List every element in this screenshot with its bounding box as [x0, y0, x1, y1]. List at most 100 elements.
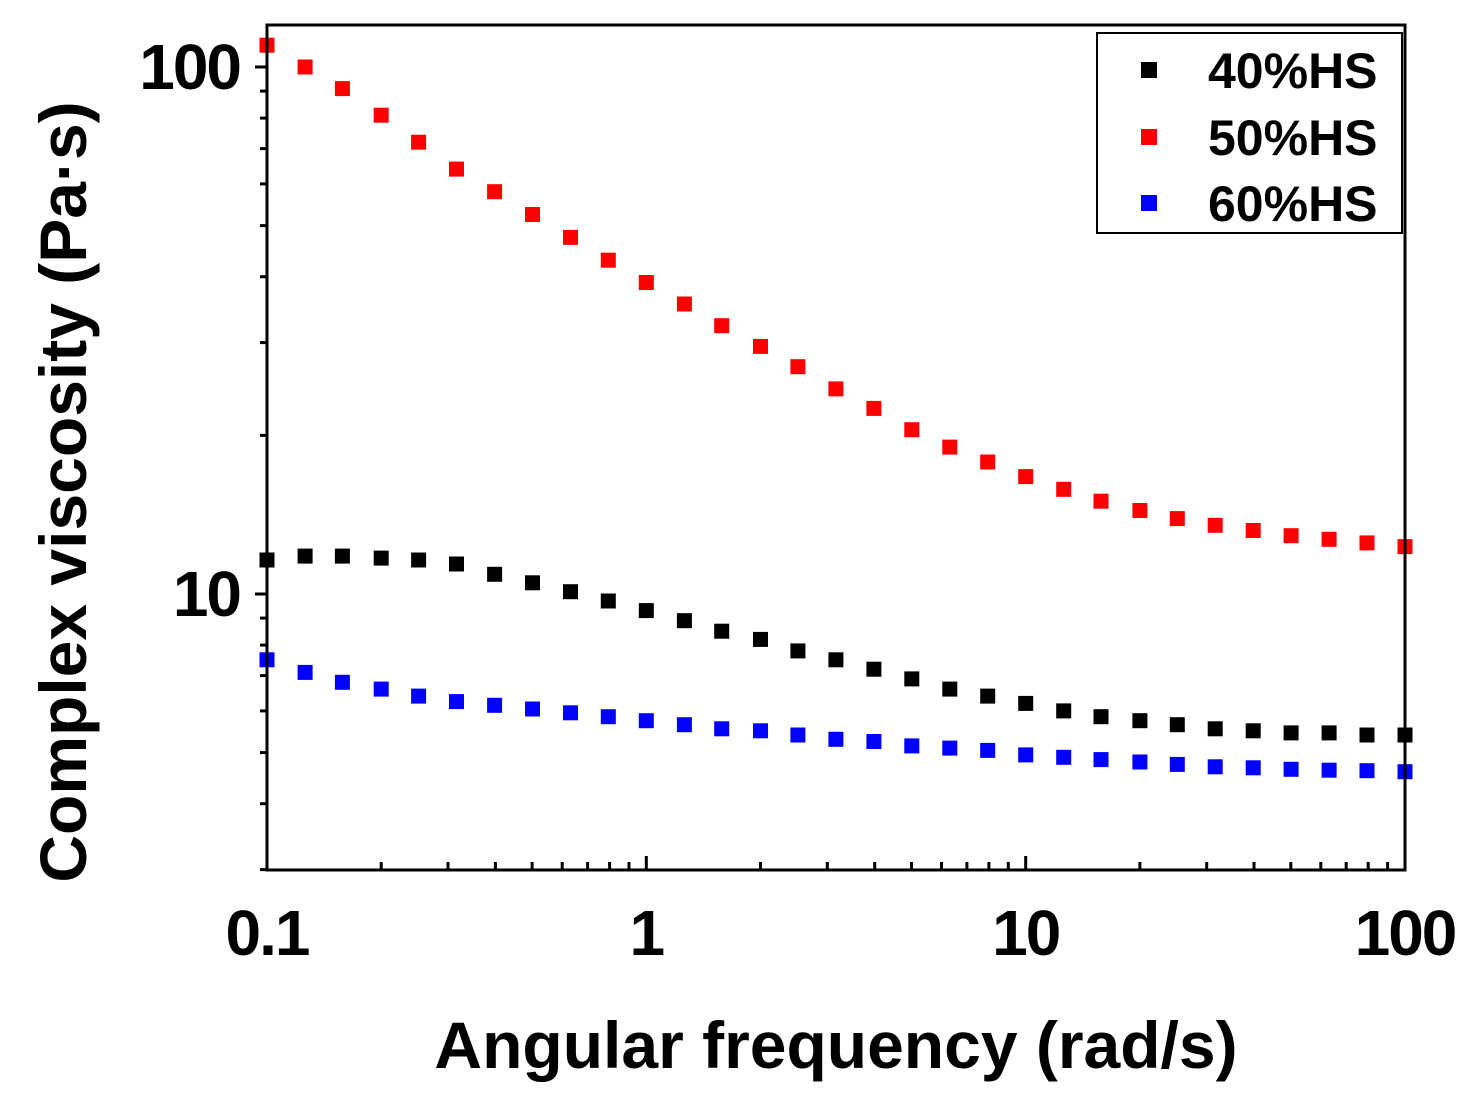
marker-60hs-6 — [487, 697, 503, 713]
marker-40hs-24 — [1169, 717, 1185, 733]
marker-50hs-9 — [600, 252, 616, 268]
marker-60hs-8 — [563, 705, 578, 721]
marker-40hs-19 — [980, 688, 996, 704]
y-axis-tick-labels: 10 100 — [139, 31, 242, 630]
marker-40hs-26 — [1245, 723, 1261, 739]
marker-40hs-4 — [411, 552, 427, 568]
marker-50hs-2 — [334, 81, 350, 97]
marker-60hs-26 — [1245, 760, 1261, 776]
marker-40hs-22 — [1093, 709, 1109, 725]
marker-50hs-18 — [942, 439, 958, 455]
marker-60hs-7 — [525, 701, 540, 717]
marker-40hs-23 — [1132, 713, 1148, 729]
marker-60hs-20 — [1018, 747, 1034, 763]
legend-label-50hs: 50%HS — [1208, 110, 1378, 166]
marker-40hs-15 — [828, 652, 844, 668]
marker-60hs-13 — [753, 723, 768, 739]
marker-40hs-21 — [1056, 703, 1072, 719]
legend-label-40hs: 40%HS — [1208, 43, 1378, 99]
marker-40hs-3 — [373, 550, 389, 566]
marker-60hs-18 — [942, 740, 958, 756]
marker-40hs-5 — [449, 556, 464, 572]
marker-50hs-4 — [411, 134, 427, 150]
marker-50hs-1 — [297, 59, 313, 75]
marker-50hs-8 — [563, 229, 578, 245]
marker-40hs-16 — [866, 661, 882, 677]
marker-40hs-12 — [714, 623, 730, 639]
marker-40hs-25 — [1207, 721, 1223, 737]
marker-40hs-11 — [676, 613, 692, 629]
marker-40hs-17 — [904, 671, 920, 687]
marker-50hs-23 — [1132, 503, 1148, 518]
marker-50hs-7 — [525, 207, 540, 222]
marker-50hs-27 — [1283, 528, 1299, 544]
x-tick-label-0: 0.1 — [226, 897, 309, 969]
plot-frame — [265, 23, 1407, 872]
marker-60hs-23 — [1132, 754, 1148, 770]
marker-50hs-26 — [1245, 523, 1261, 538]
marker-40hs-2 — [334, 548, 350, 564]
marker-40hs-27 — [1283, 725, 1299, 741]
x-axis-tick-labels: 0.1 1 10 100 — [226, 897, 1458, 969]
legend-marker-40hs — [1141, 62, 1157, 78]
marker-50hs-28 — [1321, 531, 1337, 547]
marker-60hs-29 — [1359, 763, 1375, 779]
marker-50hs-17 — [904, 422, 920, 438]
marker-50hs-3 — [373, 107, 389, 123]
marker-40hs-29 — [1359, 727, 1375, 743]
marker-60hs-28 — [1321, 762, 1337, 778]
x-tick-label-3: 100 — [1355, 897, 1456, 969]
marker-50hs-19 — [980, 454, 996, 470]
marker-40hs-13 — [753, 631, 768, 647]
marker-50hs-10 — [638, 275, 654, 290]
legend: 40%HS 50%HS 60%HS — [1096, 32, 1403, 234]
marker-60hs-17 — [904, 738, 920, 754]
legend-label-60hs: 60%HS — [1208, 176, 1378, 232]
marker-50hs-11 — [676, 296, 692, 312]
marker-50hs-13 — [753, 338, 768, 354]
marker-50hs-6 — [487, 184, 503, 200]
x-tick-label-1: 1 — [630, 897, 664, 969]
marker-40hs-28 — [1321, 725, 1337, 741]
marker-50hs-24 — [1169, 511, 1185, 527]
marker-60hs-25 — [1207, 759, 1223, 775]
marker-50hs-16 — [866, 400, 882, 416]
marker-40hs-1 — [297, 548, 313, 564]
marker-60hs-3 — [373, 681, 389, 697]
marker-60hs-22 — [1093, 752, 1109, 768]
marker-60hs-12 — [714, 721, 730, 737]
marker-40hs-9 — [600, 593, 616, 609]
marker-50hs-22 — [1093, 493, 1109, 509]
y-tick-label-0: 10 — [173, 558, 240, 630]
marker-50hs-12 — [714, 318, 730, 334]
x-axis-ticks — [265, 856, 1407, 870]
x-axis-title: Angular frequency (rad/s) — [434, 1008, 1237, 1082]
y-axis-title: Complex viscosity (Pa·s) — [26, 101, 100, 882]
marker-50hs-25 — [1207, 517, 1223, 533]
marker-60hs-5 — [449, 694, 464, 710]
marker-60hs-19 — [980, 742, 996, 758]
marker-40hs-10 — [638, 603, 654, 619]
plot-markers — [259, 37, 1413, 780]
marker-40hs-14 — [790, 643, 806, 659]
legend-marker-50hs — [1141, 129, 1157, 145]
marker-50hs-5 — [449, 161, 464, 177]
legend-marker-60hs — [1141, 195, 1157, 211]
marker-60hs-2 — [334, 674, 350, 690]
marker-40hs-18 — [942, 681, 958, 697]
marker-40hs-7 — [525, 575, 540, 591]
marker-40hs-20 — [1018, 695, 1034, 711]
marker-60hs-14 — [790, 727, 806, 743]
y-tick-label-1: 100 — [139, 31, 240, 103]
marker-50hs-15 — [828, 381, 844, 397]
marker-60hs-1 — [297, 664, 313, 680]
marker-60hs-9 — [600, 709, 616, 725]
marker-50hs-20 — [1018, 469, 1034, 485]
marker-60hs-21 — [1056, 749, 1072, 765]
marker-50hs-29 — [1359, 535, 1375, 551]
y-axis-ticks — [255, 65, 267, 872]
marker-60hs-10 — [638, 713, 654, 729]
marker-60hs-16 — [866, 734, 882, 749]
marker-60hs-11 — [676, 717, 692, 733]
